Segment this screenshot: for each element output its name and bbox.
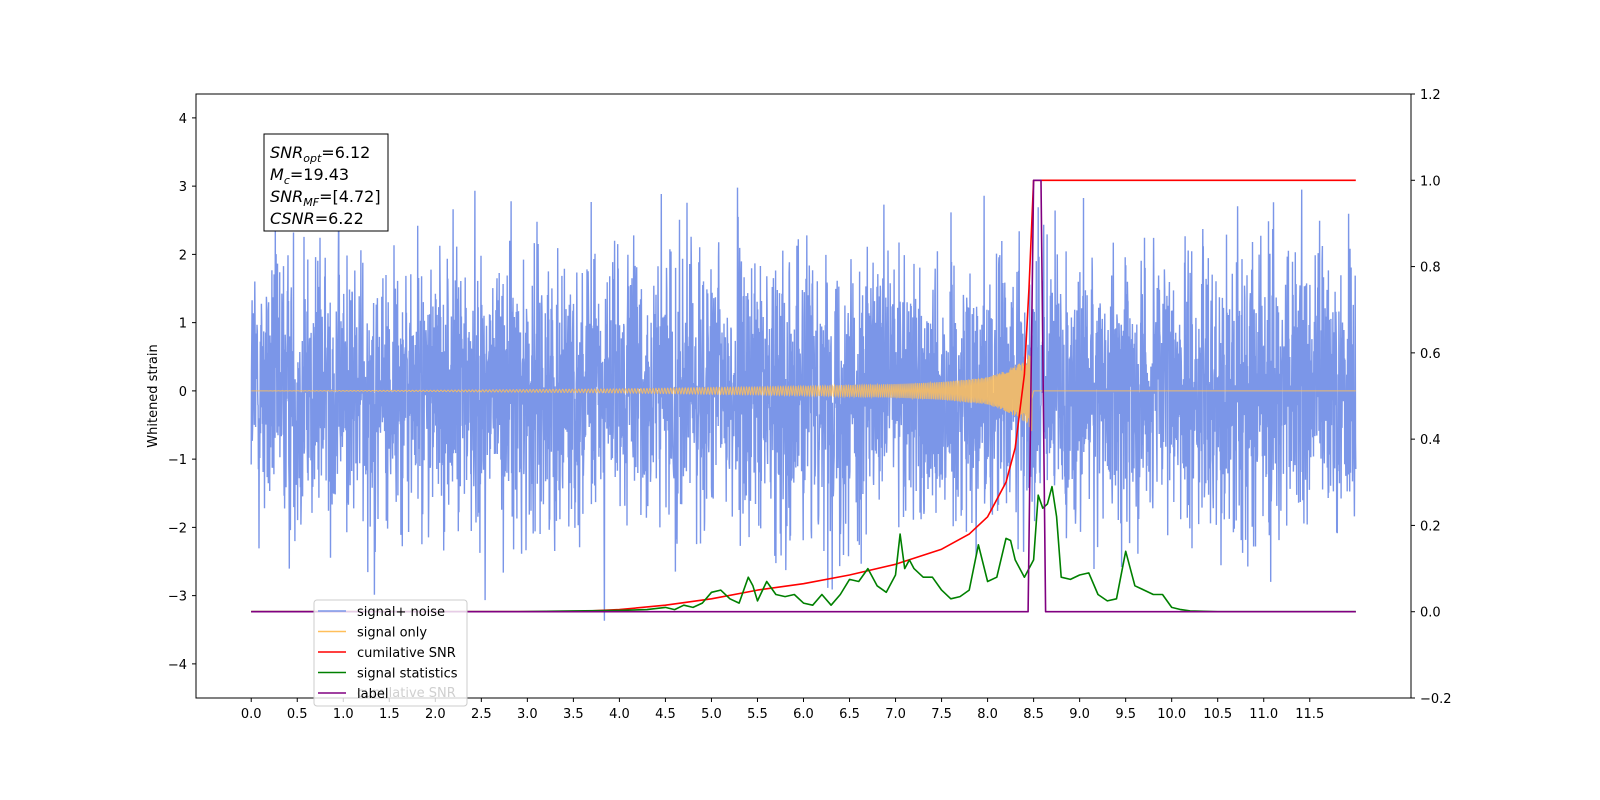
legend-frame	[313, 599, 468, 707]
y-right-tick-label: 1.2	[1420, 88, 1441, 103]
series-label-line	[251, 179, 1356, 613]
y-right-tick-label: 0.6	[1420, 347, 1441, 362]
y-right-tick-label: 0.2	[1420, 519, 1441, 534]
annotation-snr-mf: SNRMF=[4.72]	[270, 187, 381, 209]
x-tick-label: 2.5	[471, 707, 492, 722]
plot-area	[250, 179, 1357, 621]
y-left-tick-label: 3	[179, 180, 187, 195]
legend-label: signal+ noise	[357, 605, 445, 620]
x-tick-label: 3.5	[563, 707, 584, 722]
y-left-tick-label: 1	[179, 317, 187, 332]
y-right-tick-label: 0.8	[1420, 261, 1441, 276]
legend-label: signal statistics	[357, 667, 458, 682]
x-tick-label: 9.0	[1069, 707, 1090, 722]
x-tick-label: 0.5	[287, 707, 308, 722]
y-left-tick-label: −4	[168, 658, 187, 673]
x-tick-label: 4.0	[609, 707, 630, 722]
y-left-tick-label: −3	[168, 590, 187, 605]
annotation-mc: Mc=19.43	[270, 165, 349, 187]
x-tick-label: 5.0	[701, 707, 722, 722]
y-left-tick-label: 2	[179, 248, 187, 263]
legend-label: signal only	[357, 626, 427, 641]
x-tick-label: 10.5	[1203, 707, 1232, 722]
x-tick-label: 6.5	[839, 707, 860, 722]
series-signal-statistics-line	[251, 485, 1356, 613]
legend: signal+ noise signal only cumilative SNR si…	[313, 599, 468, 707]
x-tick-label: 8.0	[977, 707, 998, 722]
y-left-tick-label: −2	[168, 521, 187, 536]
x-tick-label: 10.0	[1157, 707, 1186, 722]
x-tick-label: 0.0	[241, 707, 262, 722]
x-tick-label: 3.0	[517, 707, 538, 722]
x-tick-label: 7.0	[885, 707, 906, 722]
legend-label: cumilative SNR	[357, 646, 456, 661]
series-signal-plus-noise-line	[250, 187, 1357, 621]
y-left-tick-label: −1	[168, 453, 187, 468]
legend-ghost-label: cumilative SNR	[357, 686, 456, 701]
y-right-tick-label: 0.0	[1420, 606, 1441, 621]
x-tick-label: 2.0	[425, 707, 446, 722]
annotation-frame	[263, 133, 389, 232]
x-tick-label: 9.5	[1115, 707, 1136, 722]
x-tick-label: 5.5	[747, 707, 768, 722]
annotation-csnr: CSNR=6.22	[270, 209, 364, 228]
y-right-tick-label: 1.0	[1420, 174, 1441, 189]
x-tick-label: 1.0	[333, 707, 354, 722]
y-right-tick-label: 0.4	[1420, 433, 1441, 448]
y-left-tick-label: 0	[179, 385, 187, 400]
x-tick-label: 1.5	[379, 707, 400, 722]
series-cumilative-snr-line	[251, 179, 1356, 613]
annotation-snr-opt: SNRopt=6.12	[270, 143, 370, 165]
legend-label: label	[357, 687, 388, 702]
series-signal-only-line	[251, 350, 1356, 432]
x-tick-label: 4.5	[655, 707, 676, 722]
x-tick-label: 11.5	[1295, 707, 1324, 722]
x-tick-label: 6.0	[793, 707, 814, 722]
x-tick-label: 7.5	[931, 707, 952, 722]
axes: 0.0 0.5 1.0 1.5 2.0 2.5 3.0 3.5 4.0 4.5 5.0 5.5 6.0 6…	[168, 88, 1452, 722]
x-tick-label: 8.5	[1023, 707, 1044, 722]
y-axis-label: Whitened strain	[146, 344, 161, 447]
y-left-tick-label: 4	[179, 112, 187, 127]
x-tick-label: 11.0	[1249, 707, 1278, 722]
y-right-tick-label: −0.2	[1420, 692, 1452, 707]
